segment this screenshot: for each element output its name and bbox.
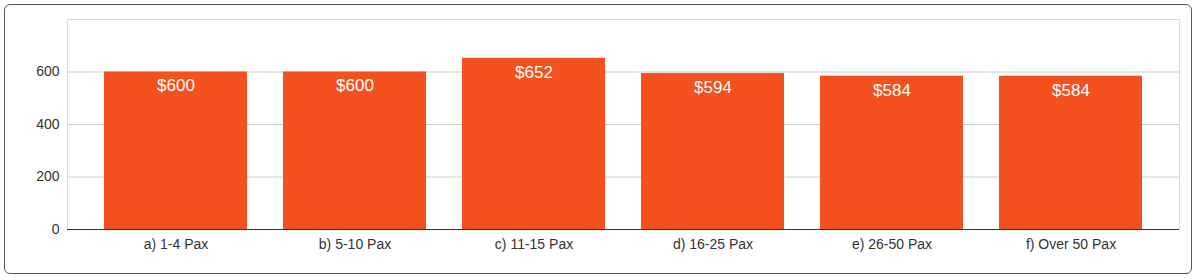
svg-text:$584: $584: [873, 81, 911, 100]
svg-text:200: 200: [36, 168, 60, 184]
svg-text:0: 0: [52, 221, 60, 237]
svg-text:c) 11-15 Pax: c) 11-15 Pax: [495, 236, 573, 252]
svg-text:b) 5-10 Pax: b) 5-10 Pax: [319, 236, 391, 252]
svg-text:$584: $584: [1052, 81, 1090, 100]
svg-text:d) 16-25 Pax: d) 16-25 Pax: [673, 236, 753, 252]
svg-text:e) 26-50 Pax: e) 26-50 Pax: [852, 236, 932, 252]
svg-text:a) 1-4 Pax: a) 1-4 Pax: [144, 236, 209, 252]
svg-text:$652: $652: [515, 63, 553, 82]
svg-text:$594: $594: [694, 78, 732, 97]
svg-text:400: 400: [36, 116, 60, 132]
svg-text:600: 600: [36, 63, 60, 79]
svg-text:$600: $600: [157, 76, 195, 95]
svg-text:$600: $600: [336, 76, 374, 95]
svg-text:f) Over 50 Pax: f) Over 50 Pax: [1026, 236, 1116, 252]
